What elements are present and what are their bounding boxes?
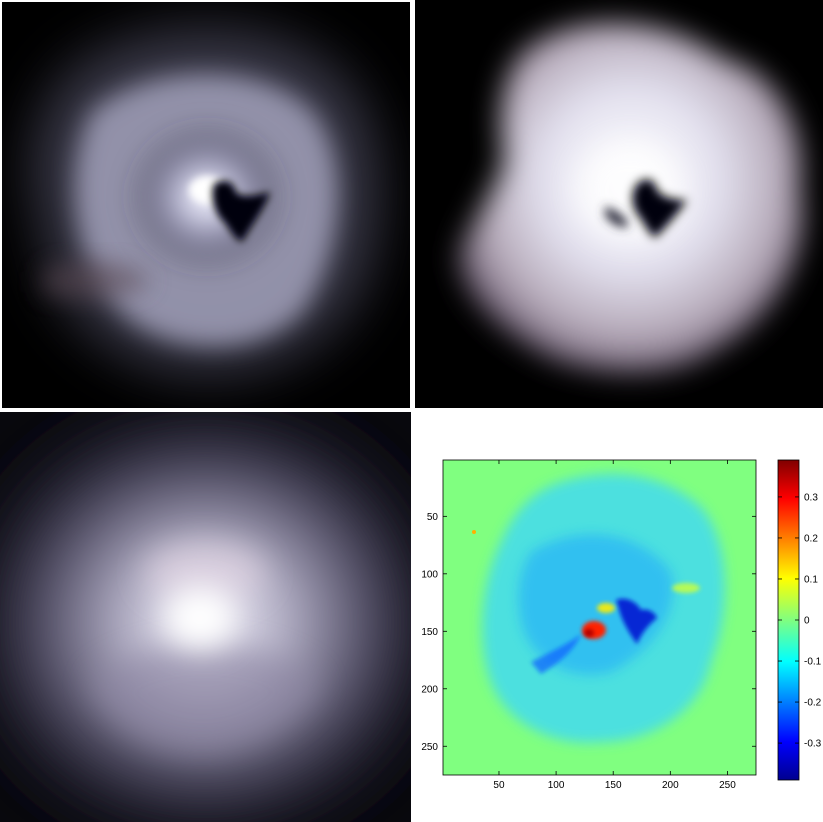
reconstructed-nebula-graphic (415, 0, 823, 408)
x-tick-label: 100 (548, 780, 565, 791)
colorbar-tick-label: -0.2 (804, 698, 822, 709)
residual-map: 50 100 150 200 250 50 100 150 200 250 0.3 0.2 0.1 0… (411, 412, 823, 822)
colorbar-tick-label: -0.1 (804, 657, 822, 668)
y-axis: 50 100 150 200 250 (421, 512, 756, 753)
x-tick-label: 50 (493, 780, 505, 791)
residual-plot-area (443, 460, 756, 775)
colorbar-tick-label: 0.1 (804, 574, 818, 585)
y-tick-label: 150 (421, 627, 438, 638)
y-tick-label: 250 (421, 742, 438, 753)
reconstructed-nebula-image (415, 0, 823, 408)
colorbar-tick-label: -0.3 (804, 739, 822, 750)
residual-hotspot-marker (472, 530, 476, 534)
x-tick-label: 250 (719, 780, 736, 791)
x-axis: 50 100 150 200 250 (493, 460, 736, 791)
smooth-model-graphic (0, 412, 411, 822)
y-tick-label: 100 (421, 569, 438, 580)
colorbar-tick-label: 0.3 (804, 492, 818, 503)
x-tick-label: 200 (662, 780, 679, 791)
y-tick-label: 50 (427, 512, 439, 523)
colorbar-tick-label: 0 (804, 616, 810, 627)
observed-nebula-graphic (2, 2, 410, 408)
colorbar-axis: 0.3 0.2 0.1 0 -0.1 -0.2 -0.3 (778, 492, 822, 750)
x-tick-label: 150 (605, 780, 622, 791)
y-tick-label: 200 (421, 684, 438, 695)
observed-nebula-image (2, 2, 410, 408)
smooth-model-image (0, 412, 411, 822)
plot-frame (442, 459, 757, 776)
colorbar-tick-label: 0.2 (804, 533, 818, 544)
